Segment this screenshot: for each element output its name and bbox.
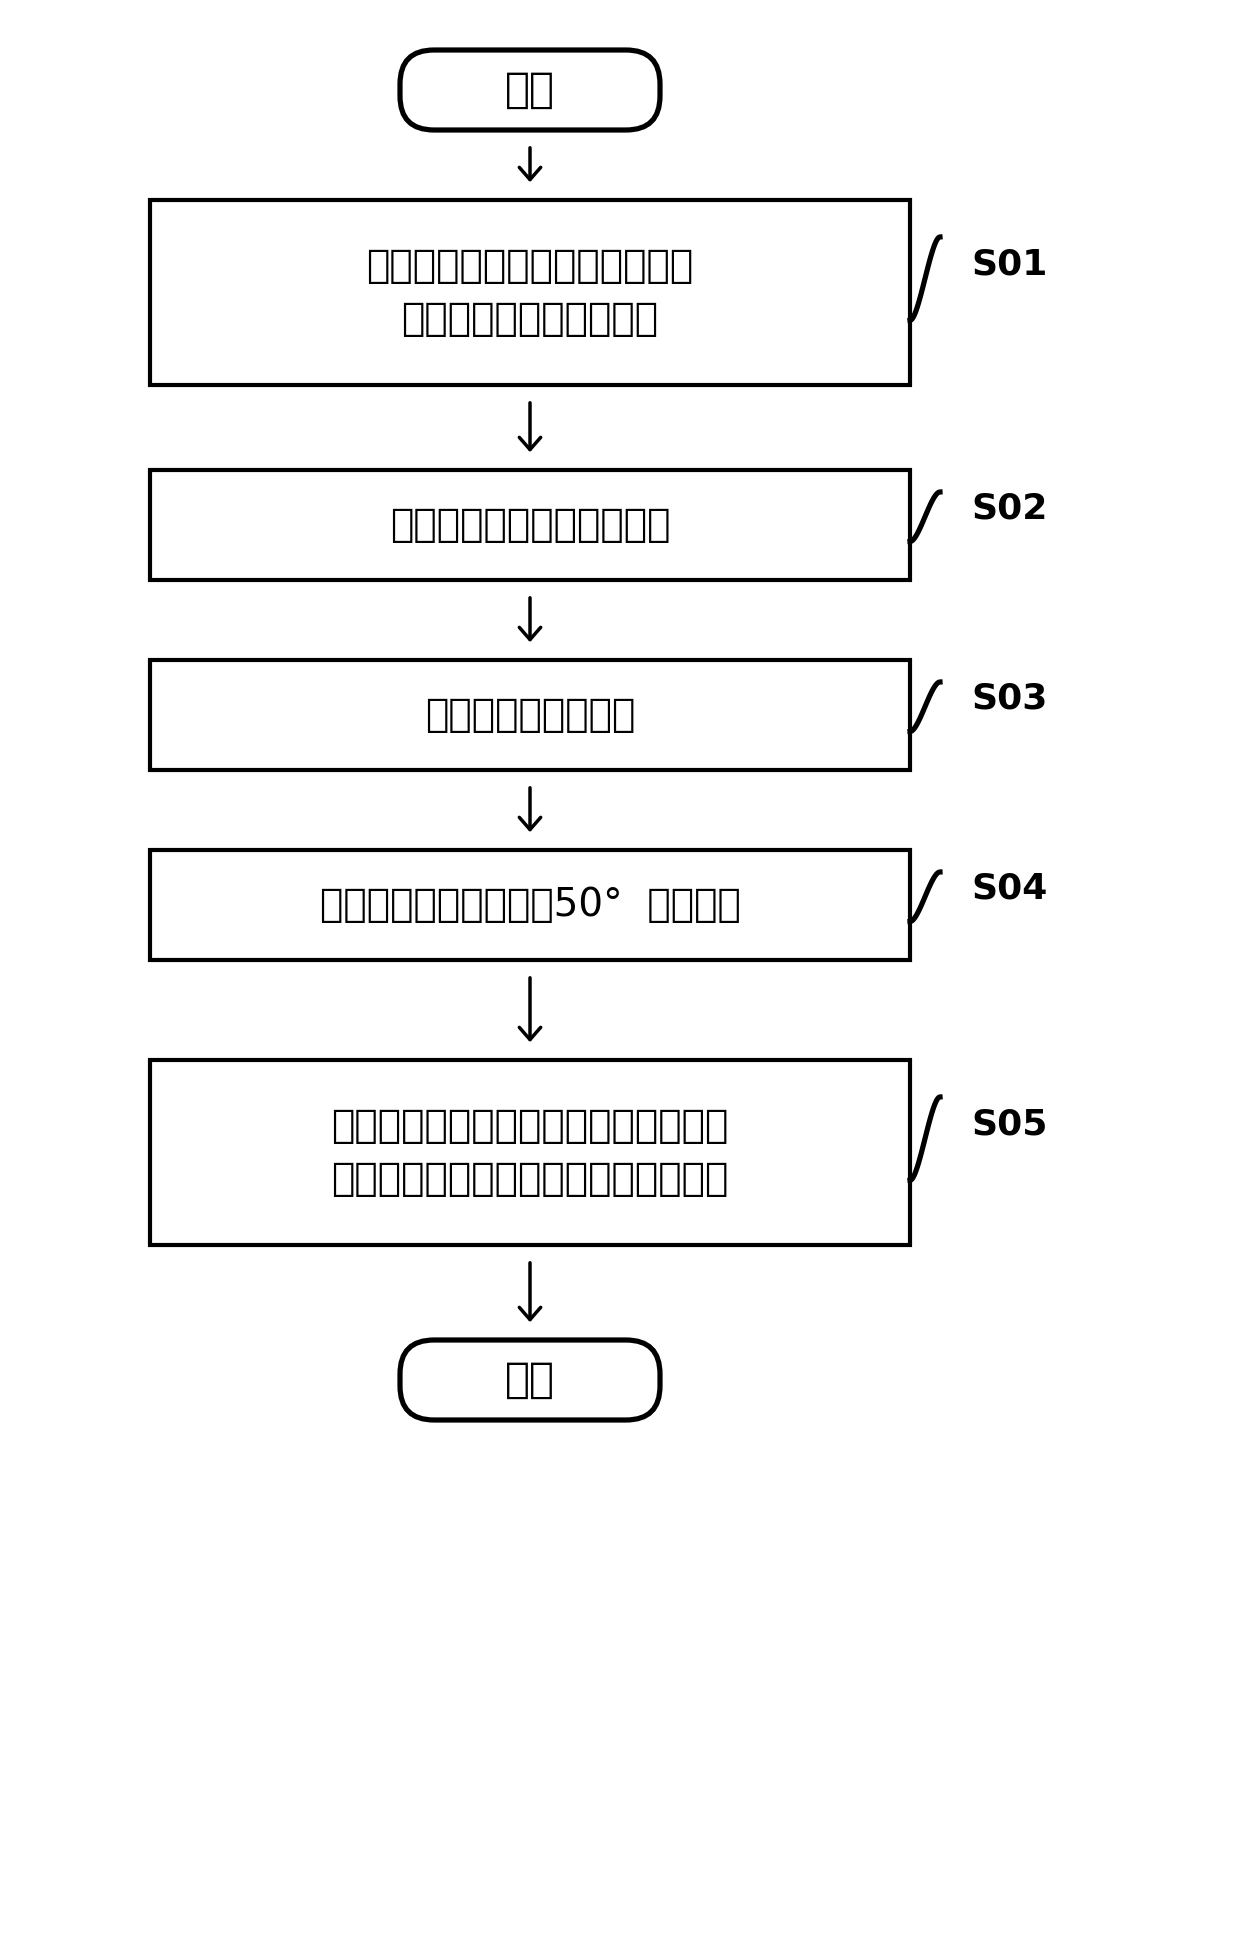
Text: 在果树或一年生草本植物的不同
部位插入电极及其对电极: 在果树或一年生草本植物的不同 部位插入电极及其对电极 bbox=[366, 247, 693, 339]
Text: 开始: 开始 bbox=[505, 69, 556, 112]
Bar bbox=[150, 660, 910, 770]
Bar bbox=[150, 200, 910, 386]
FancyBboxPatch shape bbox=[401, 1340, 660, 1420]
Text: 结束: 结束 bbox=[505, 1360, 556, 1401]
Bar bbox=[150, 1060, 910, 1246]
Text: 使内部组织的温度低于50°  进行调整: 使内部组织的温度低于50° 进行调整 bbox=[320, 885, 740, 925]
FancyBboxPatch shape bbox=[401, 51, 660, 129]
Bar bbox=[150, 850, 910, 960]
Text: 在电极之间施加电压: 在电极之间施加电压 bbox=[425, 695, 635, 735]
Text: S01: S01 bbox=[972, 247, 1048, 282]
Bar bbox=[150, 470, 910, 580]
Text: S03: S03 bbox=[972, 682, 1048, 715]
Text: S02: S02 bbox=[972, 492, 1048, 525]
Text: S04: S04 bbox=[972, 872, 1048, 905]
Text: 果实、块根、球根、块茎、或叶片中的
酶素的增加、糖度的增加、酸度的减少: 果实、块根、球根、块茎、或叶片中的 酶素的增加、糖度的增加、酸度的减少 bbox=[331, 1107, 729, 1199]
Text: S05: S05 bbox=[972, 1107, 1048, 1142]
Text: 让两个电极与内部组织接触: 让两个电极与内部组织接触 bbox=[389, 505, 671, 545]
